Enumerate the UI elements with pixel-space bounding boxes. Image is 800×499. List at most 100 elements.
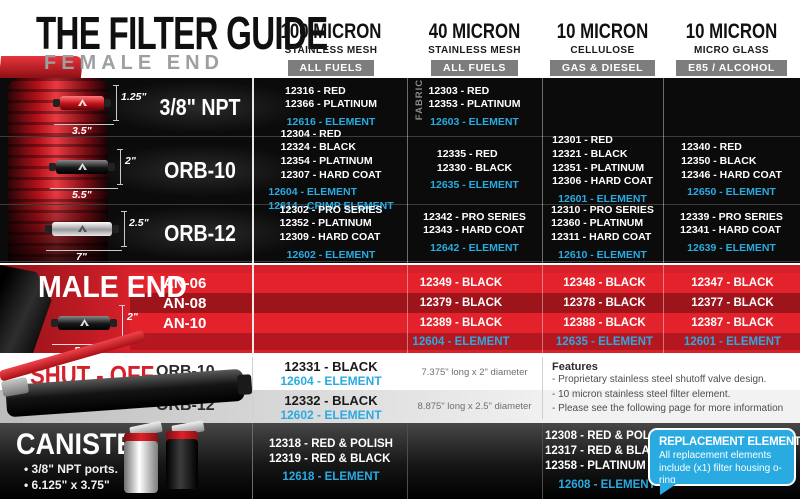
element-number: 12635 - ELEMENT <box>555 335 654 348</box>
row-npt: 1.25" 3.5" 3/8" NPT 12316 - RED 12366 - … <box>0 78 800 137</box>
row-label-an10: AN-10 <box>163 314 207 332</box>
parts-cell: 12304 - RED 12324 - BLACK 12354 - PLATIN… <box>255 128 407 212</box>
filter-illustration-orb12: 2.5" 7" <box>45 209 149 263</box>
elements-stripe: 12604 - ELEMENT 12635 - ELEMENT 12601 - … <box>130 333 800 350</box>
row-label: 3/8" NPT <box>159 93 241 120</box>
section-gap <box>0 263 800 265</box>
part-numbers: 12316 - RED 12366 - PLATINUM <box>285 84 377 111</box>
shutoff-section: SHUT - OFF ORB-10 ORB-12 12331 - BLACK 1… <box>0 329 800 423</box>
element-number: 12604 - ELEMENT <box>412 335 510 348</box>
parts-cell: 12318 - RED & POLISH 12319 - RED & BLACK… <box>255 423 407 499</box>
column-divider <box>542 265 543 353</box>
column-divider <box>252 423 253 499</box>
parts-cell: 12310 - PRO SERIES 12360 - PLATINUM 1231… <box>542 203 663 261</box>
aeromotive-logo-icon <box>78 99 87 106</box>
micron-rating: 100 MICRON <box>280 20 382 43</box>
parts-cell-empty <box>663 78 800 136</box>
male-end-heading: MALE END <box>38 269 187 304</box>
parts-cell: 12332 - BLACK 12602 - ELEMENT <box>255 393 407 422</box>
part-number: 12385 - BLACK <box>793 313 800 333</box>
female-end-heading: FEMALE END <box>44 52 224 74</box>
part-number: 12375 - BLACK <box>793 293 800 313</box>
page-title: THE FILTER GUIDE <box>36 7 328 59</box>
element-numbers: 12610 - ELEMENT <box>558 248 647 261</box>
row-label-an06: AN-06 <box>163 274 207 292</box>
dim-height: 2" <box>125 155 136 167</box>
part-numbers: 12310 - PRO SERIES 12360 - PLATINUM 1231… <box>551 203 654 243</box>
column-divider <box>663 78 664 263</box>
column-divider <box>542 423 543 499</box>
part-numbers: 12301 - RED 12321 - BLACK 12351 - PLATIN… <box>552 134 653 188</box>
micron-rating: 40 MICRON <box>428 20 521 43</box>
male-end-section: 12349 - BLACK 12348 - BLACK 12347 - BLAC… <box>0 265 800 353</box>
parts-cell: 12335 - RED 12330 - BLACK 12635 - ELEMEN… <box>407 137 542 204</box>
micron-rating: 10 MICRON <box>685 20 778 43</box>
size-note: 8.875" long x 2.5" diameter <box>417 401 532 412</box>
dim-length: 5.5" <box>72 189 92 201</box>
part-number: 12379 - BLACK <box>419 297 503 309</box>
column-divider <box>407 265 408 353</box>
part-numbers: 12342 - PRO SERIES 12343 - HARD COAT <box>423 210 526 237</box>
part-numbers: 12304 - RED 12324 - BLACK 12354 - PLATIN… <box>280 127 382 181</box>
parts-cell: 12342 - PRO SERIES 12343 - HARD COAT 126… <box>407 205 542 261</box>
media-type: STAINLESS MESH <box>428 45 521 56</box>
column-divider <box>252 265 254 353</box>
female-end-section: 1.25" 3.5" 3/8" NPT 12316 - RED 12366 - … <box>0 78 800 263</box>
dim-height: 2" <box>127 311 138 323</box>
column-header-10-micron-cellulose: 10 MICRON CELLULOSE GAS & DIESEL <box>542 20 663 76</box>
header: THE FILTER GUIDE FEMALE END 100 MICRON S… <box>0 0 800 78</box>
features-block: Features - Proprietary stainless steel s… <box>552 361 792 417</box>
parts-cell: 12316 - RED 12366 - PLATINUM 12616 - ELE… <box>255 78 407 136</box>
aeromotive-logo-icon <box>78 225 87 232</box>
fuel-badge: GAS & DIESEL <box>549 60 656 76</box>
dim-height: 2.5" <box>129 217 149 229</box>
part-number: 12388 - BLACK <box>563 317 646 329</box>
an06-stripe: 12349 - BLACK 12348 - BLACK 12347 - BLAC… <box>130 273 800 293</box>
column-header-40-micron: 40 MICRON STAINLESS MESH ALL FUELS <box>407 20 542 76</box>
part-number: 12332 - BLACK <box>284 393 378 408</box>
element-numbers: 12650 - ELEMENT <box>687 186 776 199</box>
dim-height: 1.25" <box>121 91 147 103</box>
part-number: 12349 - BLACK <box>419 277 503 289</box>
element-numbers: 12604 - ELEMENT 12614 - CRIMP ELEMENT <box>268 186 394 212</box>
callout-title: REPLACEMENT ELEMENTS <box>659 436 800 448</box>
row-label-an08: AN-08 <box>163 294 207 312</box>
part-numbers: 12340 - RED 12350 - BLACK 12346 - HARD C… <box>681 141 782 181</box>
element-numbers: 12618 - ELEMENT <box>282 471 380 484</box>
parts-cell: 12302 - PRO SERIES 12352 - PLATINUM 1230… <box>255 204 407 261</box>
row-label: ORB-10 <box>164 157 236 183</box>
aeromotive-logo-icon <box>80 319 89 326</box>
column-divider <box>407 78 408 263</box>
an08-stripe: 12379 - BLACK 12378 - BLACK 12377 - BLAC… <box>130 293 800 313</box>
element-numbers: 12601 - ELEMENT <box>558 192 647 205</box>
dim-length: 3.5" <box>72 125 92 137</box>
fuel-badge: ALL FUELS <box>287 60 375 76</box>
canister-section: CANISTER • 3/8" NPT ports. • 6.125" x 3.… <box>0 420 800 499</box>
element-numbers: 12603 - ELEMENT <box>430 115 519 128</box>
media-type: STAINLESS MESH <box>284 45 378 56</box>
part-number: 12377 - BLACK <box>691 297 774 309</box>
fuel-badge: ALL FUELS <box>431 60 518 76</box>
element-numbers: 12639 - ELEMENT <box>687 241 776 254</box>
element-numbers: 12616 - ELEMENT <box>286 115 376 128</box>
column-divider <box>252 357 253 419</box>
parts-cell: 12340 - RED 12350 - BLACK 12346 - HARD C… <box>663 137 800 204</box>
element-numbers: 12602 - ELEMENT <box>286 248 376 261</box>
element-numbers: 12635 - ELEMENT <box>430 179 519 192</box>
features-title: Features <box>552 361 598 373</box>
part-number: 12387 - BLACK <box>691 317 774 329</box>
parts-cell: 12303 - RED 12353 - PLATINUM 12603 - ELE… <box>407 78 542 136</box>
column-divider <box>542 78 543 263</box>
features-list: - Proprietary stainless steel shutoff va… <box>552 374 784 414</box>
part-number: 12348 - BLACK <box>563 277 646 289</box>
micron-rating: 10 MICRON <box>556 20 649 43</box>
element-number: 12602 - ELEMENT <box>280 408 382 422</box>
part-numbers: 12303 - RED 12353 - PLATINUM <box>428 84 521 111</box>
part-numbers: 12318 - RED & POLISH 12319 - RED & BLACK <box>269 437 393 465</box>
filter-illustration-orb10: 2" 5.5" <box>49 147 146 201</box>
part-number: 12345 - BLACK <box>793 273 800 293</box>
element-numbers: 12642 - ELEMENT <box>430 241 519 254</box>
column-divider <box>663 265 664 353</box>
canister-specs: • 3/8" NPT ports. • 6.125" x 3.75" <box>24 462 118 493</box>
